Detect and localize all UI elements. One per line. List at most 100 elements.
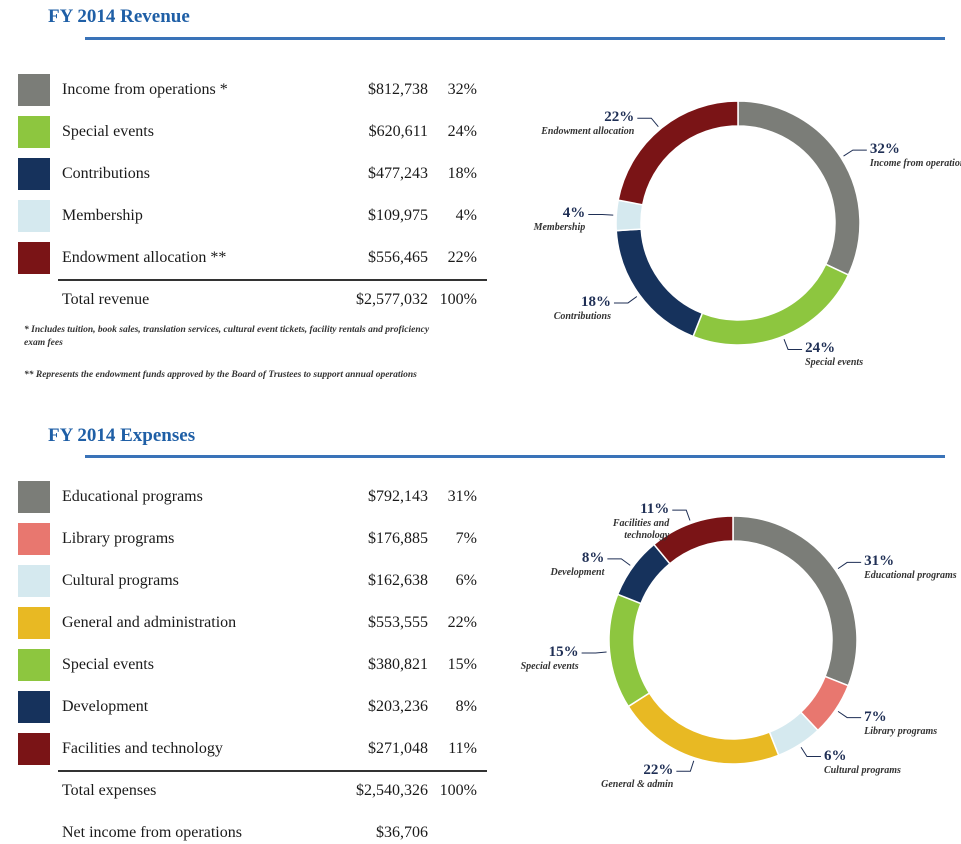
row-amount: $162,638: [368, 572, 428, 589]
leader-line: [837, 710, 862, 719]
section-title: FY 2014 Revenue: [48, 6, 190, 27]
row-percent: 4%: [455, 207, 477, 224]
donut-slice: [608, 593, 651, 708]
total-rule: [58, 279, 487, 281]
row-amount: $553,555: [368, 614, 428, 631]
slice-percent: 15%: [548, 643, 579, 660]
row-name: Membership: [62, 207, 143, 224]
title-rule: [85, 37, 945, 40]
slice-label: 31% Educational programs: [864, 553, 961, 582]
row-percent: 8%: [455, 698, 477, 715]
slice-label: 15% Special events: [479, 644, 579, 673]
donut-slice: [692, 263, 850, 346]
slice-name: Endowment allocation: [541, 126, 635, 138]
slice-name: Membership: [533, 222, 586, 234]
slice-label: 7% Library programs: [864, 709, 961, 738]
row-name: Cultural programs: [62, 572, 179, 589]
slice-percent: 31%: [864, 553, 895, 570]
donut-slice: [732, 515, 858, 687]
row-name: Special events: [62, 123, 154, 140]
leader-line: [607, 558, 631, 566]
total-percent: 100%: [439, 782, 477, 799]
slice-name: Cultural programs: [823, 764, 901, 776]
total-percent: 100%: [439, 291, 477, 308]
row-percent: 11%: [448, 740, 477, 757]
legend-swatch: [18, 733, 50, 765]
legend-swatch: [18, 116, 50, 148]
row-percent: 24%: [447, 123, 477, 140]
net-name: Net income from operations: [62, 824, 242, 841]
footnote: * Includes tuition, book sales, translat…: [24, 325, 430, 348]
donut-slice: [615, 228, 704, 338]
row-amount: $792,143: [368, 488, 428, 505]
row-amount: $477,243: [368, 165, 428, 182]
slice-percent: 7%: [864, 708, 887, 725]
row-name: Facilities and technology: [62, 740, 223, 757]
slice-name: Contributions: [553, 310, 611, 322]
leader-line: [672, 509, 691, 521]
slice-label: 11% Facilities and technology: [569, 501, 669, 542]
total-amount: $2,540,326: [356, 782, 428, 799]
net-amount: $36,706: [376, 824, 428, 841]
slice-percent: 4%: [562, 205, 586, 222]
leader-line: [588, 213, 614, 216]
leader-line: [783, 339, 803, 350]
total-amount: $2,577,032: [356, 291, 428, 308]
leader-line: [837, 561, 862, 570]
legend-swatch: [18, 607, 50, 639]
leader-line: [843, 149, 867, 157]
leader-line: [613, 296, 638, 304]
row-amount: $380,821: [368, 656, 428, 673]
legend-swatch: [18, 691, 50, 723]
row-percent: 31%: [447, 488, 477, 505]
legend-swatch: [18, 523, 50, 555]
row-name: Special events: [62, 656, 154, 673]
row-percent: 22%: [447, 249, 477, 266]
slice-label: 22% Endowment allocation: [534, 109, 634, 138]
row-percent: 15%: [447, 656, 477, 673]
row-name: Educational programs: [62, 488, 203, 505]
slice-label: 4% Membership: [485, 205, 586, 234]
row-percent: 6%: [455, 572, 477, 589]
row-amount: $271,048: [368, 740, 428, 757]
donut-slice: [617, 100, 739, 206]
legend-swatch: [18, 649, 50, 681]
slice-name: Income from operations: [869, 158, 961, 170]
slice-percent: 11%: [640, 501, 670, 518]
row-name: General and administration: [62, 614, 237, 631]
row-name: Contributions: [62, 165, 151, 182]
slice-percent: 8%: [581, 549, 605, 566]
slice-percent: 22%: [604, 109, 635, 126]
row-name: Income from operations *: [62, 81, 228, 98]
slice-name: Development: [550, 566, 605, 578]
row-amount: $556,465: [368, 249, 428, 266]
row-amount: $176,885: [368, 530, 428, 547]
row-amount: $812,738: [368, 81, 428, 98]
leader-line: [581, 651, 607, 654]
slice-name: Special events: [520, 660, 579, 672]
row-percent: 32%: [447, 81, 477, 98]
slice-label: 24% Special events: [805, 340, 905, 369]
row-name: Development: [62, 698, 149, 715]
legend-swatch: [18, 565, 50, 597]
row-amount: $109,975: [368, 207, 428, 224]
row-percent: 22%: [447, 614, 477, 631]
donut-slice: [652, 515, 734, 565]
slice-percent: 22%: [643, 762, 674, 779]
row-percent: 7%: [455, 530, 477, 547]
row-percent: 18%: [447, 165, 477, 182]
row-amount: $620,611: [368, 123, 428, 140]
slice-label: 8% Development: [504, 550, 604, 579]
slice-label: 32% Income from operations: [870, 141, 961, 170]
slice-percent: 32%: [869, 141, 900, 158]
legend-swatch: [18, 481, 50, 513]
legend-swatch: [18, 200, 50, 232]
leader-line: [676, 760, 695, 772]
title-rule: [85, 455, 945, 458]
total-name: Total revenue: [62, 291, 150, 308]
slice-name: Facilities and technology: [612, 518, 670, 542]
leader-line: [637, 117, 659, 128]
footnote: ** Represents the endowment funds approv…: [24, 370, 417, 380]
leader-line: [800, 746, 821, 758]
